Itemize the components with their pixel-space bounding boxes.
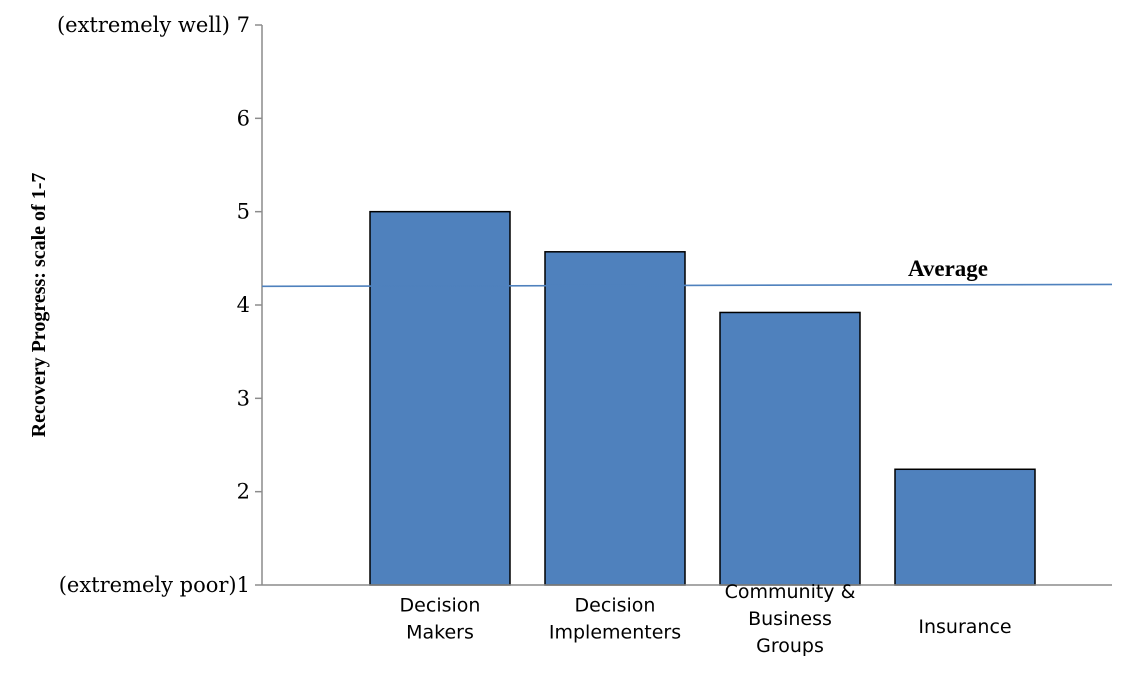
category-label: Community & Business Groups — [725, 581, 856, 657]
bars-layer — [369, 210, 1036, 586]
category-label-line: Decision — [575, 595, 656, 617]
category-label-line: Community & — [725, 581, 856, 603]
y-tick-label: 2 — [237, 480, 250, 504]
bar — [369, 210, 511, 586]
category-label-line: Decision — [400, 595, 481, 617]
y-tick-label: 4 — [237, 293, 250, 317]
y-tick-label: 3 — [237, 386, 250, 410]
y-tick-label: 5 — [237, 200, 250, 224]
y-tick-label: (extremely well) 7 — [57, 13, 250, 37]
category-label: Insurance — [918, 616, 1011, 638]
y-tick-label: 6 — [237, 106, 250, 130]
bar — [894, 468, 1036, 586]
y-ticks-layer: (extremely poor)1 2 3 4 5 6 (extremely well) 7 — [57, 13, 262, 597]
average-line-layer: Average — [261, 256, 1113, 288]
category-label-line: Groups — [756, 635, 824, 657]
category-label-line: Business — [748, 608, 832, 630]
category-labels-layer: Decision Makers Decision Implementers Commun… — [400, 581, 1012, 657]
category-label: Decision Makers — [400, 595, 481, 644]
bar — [719, 311, 861, 586]
category-label: Decision Implementers — [549, 595, 681, 644]
y-tick-label: (extremely poor)1 — [59, 573, 250, 597]
category-label-line: Implementers — [549, 622, 681, 644]
category-label-line: Makers — [406, 622, 474, 644]
average-line — [261, 283, 1113, 288]
category-label-line: Insurance — [918, 616, 1011, 638]
average-label: Average — [908, 256, 988, 281]
bar — [544, 251, 686, 586]
y-axis-title: Recovery Progress: scale of 1-7 — [28, 173, 50, 438]
